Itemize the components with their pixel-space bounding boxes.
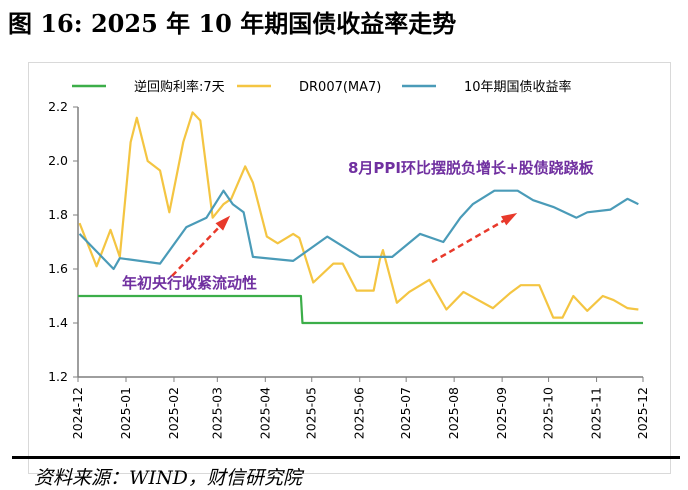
y-tick-label: 1.4 xyxy=(48,315,68,330)
y-tick-label: 1.6 xyxy=(48,261,68,276)
x-tick-label: 2025-03 xyxy=(209,387,224,439)
annotation-arrow-shaft xyxy=(172,220,226,276)
source-note: 资料来源：WIND，财信研究院 xyxy=(34,463,302,490)
x-tick-label: 2025-02 xyxy=(166,387,181,439)
x-tick-label: 2025-09 xyxy=(494,387,509,439)
y-tick-label: 2.2 xyxy=(48,99,68,114)
x-tick-label: 2025-05 xyxy=(304,387,319,439)
series-line-2 xyxy=(80,191,639,269)
x-tick-label: 2025-06 xyxy=(352,387,367,439)
legend-label: 10年期国债收益率 xyxy=(464,79,572,95)
annotation: 年初央行收紧流动性 xyxy=(122,274,257,292)
y-tick-label: 2.0 xyxy=(48,153,68,168)
annotation-arrow-shaft xyxy=(432,216,512,262)
x-tick-label: 2025-11 xyxy=(589,387,604,439)
y-tick-label: 1.2 xyxy=(48,369,68,384)
x-tick-label: 2025-10 xyxy=(541,387,556,439)
divider xyxy=(12,456,680,459)
x-tick-label: 2025-01 xyxy=(118,387,133,439)
arrow-head-icon xyxy=(216,216,231,231)
x-tick-label: 2024-12 xyxy=(70,387,85,439)
x-tick-label: 2025-08 xyxy=(446,387,461,439)
legend-label: DR007(MA7) xyxy=(299,80,381,95)
x-tick-label: 2025-04 xyxy=(257,387,272,439)
legend-label: 逆回购利率:7天 xyxy=(134,79,225,95)
x-tick-label: 2025-12 xyxy=(635,387,650,439)
annotation: 8月PPI环比摆脱负增长+股债跷跷板 xyxy=(348,159,595,177)
y-tick-label: 1.8 xyxy=(48,207,68,222)
x-tick-label: 2025-07 xyxy=(398,387,413,439)
arrow-head-icon xyxy=(501,213,517,225)
series-line-0 xyxy=(78,296,643,323)
